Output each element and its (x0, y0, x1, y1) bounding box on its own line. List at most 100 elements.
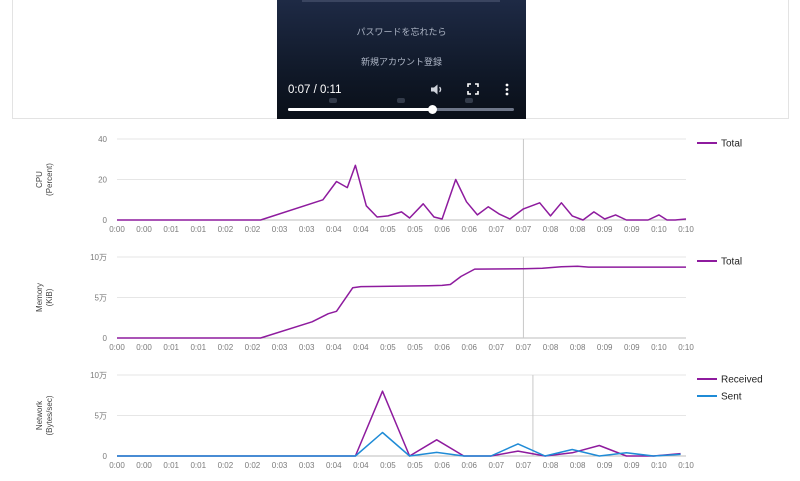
x-tick-label: 0:05 (380, 461, 396, 470)
series-line-total (117, 265, 686, 339)
x-tick-label: 0:08 (570, 225, 586, 234)
new-account-link: 新規アカウント登録 (360, 57, 442, 67)
x-tick-label: 0:02 (245, 225, 261, 234)
y-axis-label-line: (KiB) (45, 288, 54, 306)
x-tick-label: 0:09 (597, 343, 613, 352)
y-axis-label-line: Memory (35, 283, 44, 312)
video-progress-bar[interactable] (288, 108, 514, 111)
series-line-sent (117, 431, 681, 457)
chart-1: 0 20 40 0:00 0:00 0:01 0:01 0:02 0:02 0:03 0:03 0:0… (35, 135, 742, 234)
x-tick-label: 0:09 (597, 225, 613, 234)
x-tick-label: 0:01 (190, 225, 206, 234)
x-tick-label: 0:00 (109, 225, 125, 234)
y-axis-label-line: (Bytes/sec) (45, 395, 54, 435)
y-axis-label-line: CPU (35, 171, 44, 188)
x-tick-label: 0:01 (163, 225, 179, 234)
x-tick-label: 0:02 (218, 461, 234, 470)
x-tick-label: 0:02 (218, 343, 234, 352)
x-tick-label: 0:01 (190, 461, 206, 470)
x-tick-label: 0:07 (516, 225, 532, 234)
x-tick-label: 0:03 (299, 461, 315, 470)
x-tick-label: 0:03 (299, 343, 315, 352)
x-tick-label: 0:06 (434, 343, 450, 352)
x-tick-label: 0:07 (489, 343, 505, 352)
legend-label: Sent (721, 392, 742, 403)
x-tick-label: 0:04 (326, 461, 342, 470)
video-time: 0:07 / 0:11 (288, 84, 342, 96)
series-line-received (117, 390, 681, 457)
x-tick-label: 0:02 (245, 461, 261, 470)
y-axis-label: Memory(KiB) (35, 283, 54, 312)
chart-3: 0 5万 10万 0:00 0:00 0:01 0:01 0:02 0:02 0:03 0:03 0:… (35, 371, 763, 470)
x-tick-label: 0:04 (353, 343, 369, 352)
y-tick-label: 10万 (90, 253, 107, 262)
y-axis-label: CPU(Percent) (35, 163, 54, 196)
x-tick-label: 0:10 (651, 343, 667, 352)
x-tick-label: 0:00 (136, 225, 152, 234)
x-tick-label: 0:08 (543, 461, 559, 470)
x-tick-label: 0:01 (190, 343, 206, 352)
y-axis-label: Network(Bytes/sec) (35, 395, 54, 435)
x-tick-label: 0:00 (136, 343, 152, 352)
video-progress-handle[interactable] (428, 105, 438, 114)
x-tick-label: 0:03 (272, 461, 288, 470)
legend-label: Total (721, 139, 742, 150)
x-tick-label: 0:01 (163, 461, 179, 470)
x-tick-label: 0:04 (326, 343, 342, 352)
x-tick-label: 0:08 (570, 343, 586, 352)
x-tick-label: 0:09 (624, 461, 640, 470)
volume-icon[interactable] (430, 83, 444, 99)
y-axis-label-line: Network (35, 400, 44, 430)
fullscreen-icon[interactable] (467, 83, 479, 98)
y-tick-label: 5万 (95, 412, 107, 421)
legend-label: Total (721, 257, 742, 268)
y-tick-label: 0 (103, 452, 108, 461)
ghost-icon (329, 98, 337, 103)
x-tick-label: 0:06 (461, 461, 477, 470)
y-tick-label: 20 (98, 176, 107, 185)
x-tick-label: 0:04 (353, 225, 369, 234)
x-tick-label: 0:05 (407, 225, 423, 234)
x-tick-label: 0:00 (109, 461, 125, 470)
x-tick-label: 0:02 (218, 225, 234, 234)
x-tick-label: 0:04 (326, 225, 342, 234)
x-tick-label: 0:08 (570, 461, 586, 470)
x-tick-label: 0:10 (651, 461, 667, 470)
x-tick-label: 0:07 (516, 343, 532, 352)
x-tick-label: 0:10 (651, 225, 667, 234)
x-tick-label: 0:01 (163, 343, 179, 352)
x-tick-label: 0:08 (543, 225, 559, 234)
x-tick-label: 0:05 (380, 343, 396, 352)
x-tick-label: 0:07 (489, 461, 505, 470)
y-axis-label-line: (Percent) (45, 163, 54, 196)
x-tick-label: 0:00 (136, 461, 152, 470)
x-tick-label: 0:05 (407, 461, 423, 470)
x-tick-label: 0:00 (109, 343, 125, 352)
x-tick-label: 0:05 (380, 225, 396, 234)
y-tick-label: 0 (103, 216, 108, 225)
more-options-icon[interactable] (505, 83, 509, 99)
x-tick-label: 0:07 (489, 225, 505, 234)
x-tick-label: 0:03 (299, 225, 315, 234)
legend-label: Received (721, 375, 763, 386)
y-tick-label: 10万 (90, 371, 107, 380)
x-tick-label: 0:02 (245, 343, 261, 352)
x-tick-label: 0:03 (272, 225, 288, 234)
y-tick-label: 0 (103, 334, 108, 343)
x-tick-label: 0:09 (597, 461, 613, 470)
series-line-total (117, 164, 687, 221)
x-tick-label: 0:06 (434, 225, 450, 234)
y-tick-label: 5万 (95, 294, 107, 303)
x-tick-label: 0:03 (272, 343, 288, 352)
x-tick-label: 0:08 (543, 343, 559, 352)
video-top-edge (302, 0, 500, 2)
x-tick-label: 0:05 (407, 343, 423, 352)
x-tick-label: 0:06 (461, 225, 477, 234)
video-progress-fill (288, 108, 433, 111)
x-tick-label: 0:04 (353, 461, 369, 470)
x-tick-label: 0:10 (678, 343, 694, 352)
video-player[interactable]: パスワードを忘れたら 新規アカウント登録 0:07 / 0:11 (277, 0, 526, 119)
x-tick-label: 0:06 (461, 343, 477, 352)
x-tick-label: 0:10 (678, 461, 694, 470)
